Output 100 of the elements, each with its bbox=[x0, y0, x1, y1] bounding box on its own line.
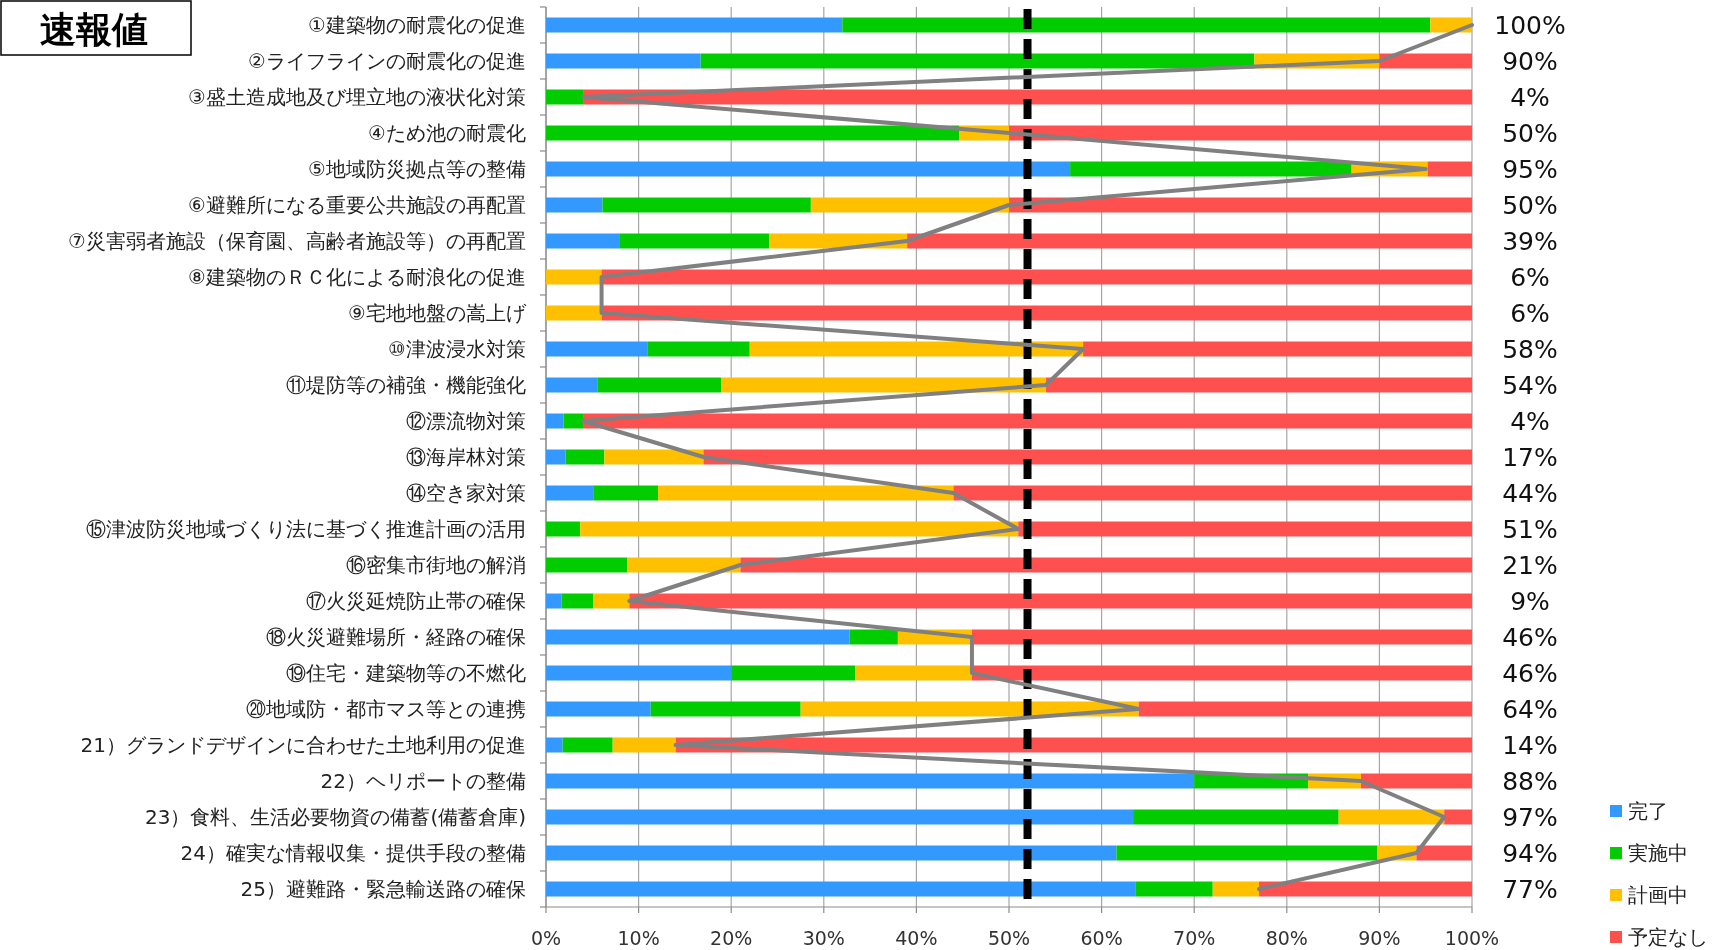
y-tick-label: ⑮津波防災地域づくり法に基づく推進計画の活用 bbox=[86, 517, 526, 541]
bar bbox=[546, 269, 602, 285]
bar bbox=[1116, 845, 1378, 861]
data-label: 100% bbox=[1494, 11, 1566, 40]
bar bbox=[647, 341, 750, 357]
bar bbox=[1009, 197, 1472, 213]
bar bbox=[546, 881, 1136, 897]
bar bbox=[1444, 809, 1472, 825]
bar bbox=[650, 701, 801, 717]
y-tick-label: ①建築物の耐震化の促進 bbox=[308, 13, 526, 37]
bar bbox=[546, 377, 598, 393]
y-tick-label: ⑲住宅・建築物等の不燃化 bbox=[286, 661, 526, 685]
data-label: 97% bbox=[1502, 803, 1558, 832]
bar bbox=[627, 557, 741, 573]
bar bbox=[546, 521, 581, 537]
data-label: 4% bbox=[1510, 83, 1550, 112]
x-tick-label: 20% bbox=[710, 927, 753, 949]
y-tick-label: ④ため池の耐震化 bbox=[368, 121, 526, 145]
data-label: 95% bbox=[1502, 155, 1558, 184]
bar bbox=[583, 413, 1472, 429]
bar bbox=[562, 737, 613, 753]
data-label: 4% bbox=[1510, 407, 1550, 436]
bar bbox=[855, 665, 972, 681]
bar bbox=[721, 377, 1047, 393]
data-label: 50% bbox=[1502, 191, 1558, 220]
data-label: 17% bbox=[1502, 443, 1558, 472]
bar bbox=[740, 557, 1472, 573]
bar bbox=[601, 305, 1472, 321]
bar bbox=[563, 413, 584, 429]
x-tick-label: 40% bbox=[895, 927, 938, 949]
y-tick-label: 21）グランドデザインに合わせた土地利用の促進 bbox=[80, 733, 526, 757]
y-tick-label: ⑪堤防等の補強・機能強化 bbox=[286, 373, 526, 397]
bar bbox=[1212, 881, 1260, 897]
bar bbox=[593, 485, 659, 501]
y-tick-label: ⑤地域防災拠点等の整備 bbox=[308, 157, 526, 181]
x-tick-label: 100% bbox=[1444, 927, 1500, 949]
bar bbox=[601, 269, 1472, 285]
y-tick-label: ⑫漂流物対策 bbox=[406, 409, 526, 433]
y-tick-label: ③盛土造成地及び埋立地の液状化対策 bbox=[188, 85, 526, 109]
legend-label: 実施中 bbox=[1628, 841, 1688, 865]
bar bbox=[546, 197, 603, 213]
bar bbox=[546, 341, 648, 357]
y-tick-label: ⑱火災避難場所・経路の確保 bbox=[266, 625, 526, 649]
bar bbox=[1138, 701, 1472, 717]
bar bbox=[546, 161, 1071, 177]
data-label: 21% bbox=[1502, 551, 1558, 580]
bar bbox=[619, 233, 770, 249]
bar bbox=[1379, 53, 1472, 69]
bar bbox=[1083, 341, 1472, 357]
y-tick-label: ⑰火災延焼防止帯の確保 bbox=[306, 589, 526, 613]
bar bbox=[612, 737, 676, 753]
bar bbox=[1070, 161, 1352, 177]
data-label: 94% bbox=[1502, 839, 1558, 868]
bar bbox=[675, 737, 1472, 753]
y-tick-label: 22）ヘリポートの整備 bbox=[320, 769, 526, 793]
bar bbox=[546, 845, 1117, 861]
y-tick-label: ②ライフラインの耐震化の促進 bbox=[248, 49, 526, 73]
data-label: 39% bbox=[1502, 227, 1558, 256]
data-label: 90% bbox=[1502, 47, 1558, 76]
bar bbox=[546, 593, 562, 609]
data-label: 50% bbox=[1502, 119, 1558, 148]
y-tick-label: ⑭空き家対策 bbox=[406, 481, 526, 505]
bar bbox=[546, 17, 843, 33]
x-tick-label: 70% bbox=[1173, 927, 1216, 949]
bar bbox=[546, 89, 584, 105]
bar bbox=[629, 593, 1472, 609]
bar bbox=[1018, 521, 1472, 537]
bar bbox=[593, 593, 630, 609]
y-tick-label: ⑬海岸林対策 bbox=[406, 445, 526, 469]
data-label: 44% bbox=[1502, 479, 1558, 508]
x-tick-label: 90% bbox=[1358, 927, 1401, 949]
bar bbox=[583, 89, 1472, 105]
y-tick-label: ⑩津波浸水対策 bbox=[388, 337, 526, 361]
bar bbox=[1427, 161, 1472, 177]
bar bbox=[561, 593, 594, 609]
y-tick-label: ⑳地域防・都市マス等との連携 bbox=[246, 697, 526, 721]
bar bbox=[546, 629, 850, 645]
data-label: 14% bbox=[1502, 731, 1558, 760]
data-label: 77% bbox=[1502, 875, 1558, 904]
bar bbox=[731, 665, 856, 681]
y-tick-label: ⑧建築物のＲＣ化による耐浪化の促進 bbox=[188, 265, 526, 289]
y-tick-label: 25）避難路・緊急輸送路の確保 bbox=[240, 877, 526, 901]
data-label: 64% bbox=[1502, 695, 1558, 724]
data-label: 6% bbox=[1510, 263, 1550, 292]
x-tick-label: 60% bbox=[1080, 927, 1123, 949]
bar bbox=[580, 521, 1019, 537]
legend-label: 計画中 bbox=[1628, 883, 1688, 907]
x-tick-label: 0% bbox=[530, 927, 562, 949]
data-label: 58% bbox=[1502, 335, 1558, 364]
x-tick-label: 80% bbox=[1265, 927, 1308, 949]
data-label: 88% bbox=[1502, 767, 1558, 796]
data-label: 9% bbox=[1510, 587, 1550, 616]
bar bbox=[1360, 773, 1472, 789]
bar bbox=[565, 449, 605, 465]
bar bbox=[953, 485, 1472, 501]
bar bbox=[546, 485, 594, 501]
bar bbox=[546, 701, 651, 717]
bar bbox=[546, 413, 564, 429]
bar bbox=[907, 233, 1472, 249]
y-tick-label: ⑦災害弱者施設（保育園、高齢者施設等）の再配置 bbox=[68, 229, 526, 253]
